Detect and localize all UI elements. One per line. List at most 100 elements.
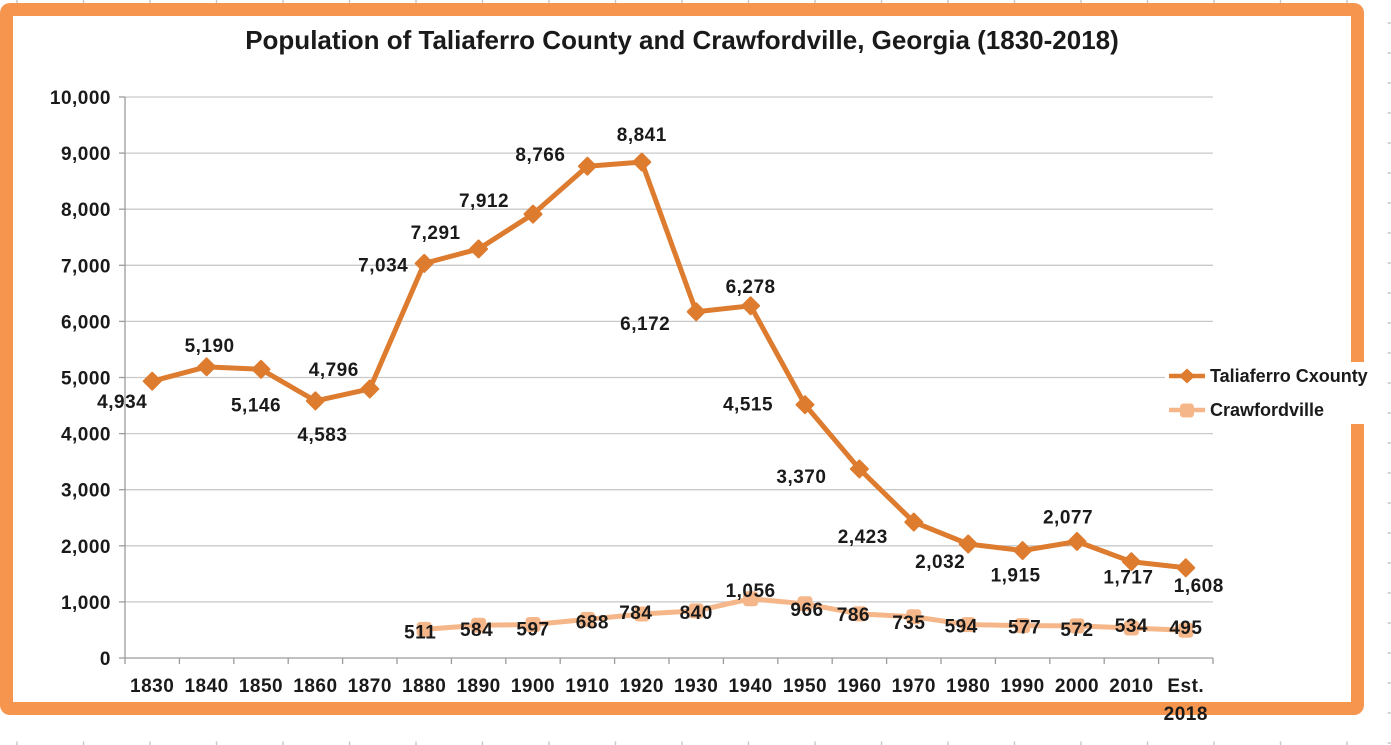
data-label: 8,841 — [617, 125, 667, 146]
data-point-marker[interactable] — [851, 606, 867, 622]
data-label: 7,912 — [459, 191, 509, 212]
data-point-marker[interactable] — [632, 152, 652, 172]
data-point-marker[interactable] — [1015, 618, 1031, 634]
data-point-marker[interactable] — [577, 156, 597, 176]
data-label: 584 — [460, 620, 493, 641]
data-label: 8,766 — [515, 145, 565, 166]
data-point-marker[interactable] — [197, 357, 217, 377]
data-point-marker[interactable] — [906, 609, 922, 625]
data-label: 2,032 — [915, 552, 965, 573]
data-label: 2,423 — [838, 527, 888, 548]
data-point-marker[interactable] — [634, 606, 650, 622]
data-point-marker[interactable] — [469, 239, 489, 259]
data-label: 688 — [576, 612, 609, 633]
data-label: 840 — [680, 603, 713, 624]
y-axis-label: 5,000 — [61, 369, 111, 390]
data-label: 784 — [619, 603, 652, 624]
y-axis-label: 9,000 — [61, 144, 111, 165]
data-point-marker[interactable] — [1067, 531, 1087, 551]
x-axis-label: 1950 — [783, 676, 827, 697]
series-line — [149, 159, 1189, 571]
data-point-marker[interactable] — [960, 617, 976, 633]
data-label: 6,172 — [620, 314, 670, 335]
x-axis-label: 1860 — [293, 676, 337, 697]
data-point-marker[interactable] — [523, 204, 543, 224]
data-label: 572 — [1060, 620, 1093, 641]
data-point-marker[interactable] — [525, 617, 541, 633]
legend-label-crawfordville: Crawfordville — [1210, 399, 1325, 420]
data-label: 735 — [892, 613, 925, 634]
data-point-marker[interactable] — [142, 371, 162, 391]
legend-item-crawfordville[interactable]: Crawfordville — [1167, 397, 1368, 423]
data-point-marker[interactable] — [849, 459, 869, 479]
x-axis-label: 1880 — [402, 676, 446, 697]
data-label: 594 — [945, 617, 978, 638]
x-axis-label: 1970 — [892, 676, 936, 697]
data-point-marker[interactable] — [471, 617, 487, 633]
data-point-marker[interactable] — [360, 379, 380, 399]
data-label: 5,190 — [185, 336, 235, 357]
data-label: 1,915 — [991, 566, 1041, 587]
y-axis-label: 3,000 — [61, 481, 111, 502]
data-point-marker[interactable] — [414, 253, 434, 273]
legend: Taliaferro Cxounty Crawfordville — [1165, 362, 1370, 424]
data-point-marker[interactable] — [251, 359, 271, 379]
x-axis-label: 1980 — [946, 676, 990, 697]
data-label: 786 — [837, 605, 870, 626]
y-axis-label: 7,000 — [61, 256, 111, 277]
chart-plot: 0 1,000 2,000 3,000 4,000 5,000 6,000 7,000 8,00… — [50, 88, 1224, 725]
legend-square-marker-icon — [1169, 403, 1205, 418]
x-axis-label: 1990 — [1000, 676, 1044, 697]
data-point-marker[interactable] — [1121, 552, 1141, 572]
x-axis-label: 1830 — [130, 676, 174, 697]
data-label: 495 — [1169, 618, 1202, 639]
data-point-marker[interactable] — [1178, 622, 1194, 638]
x-axis-label: 2000 — [1055, 676, 1099, 697]
y-axis-label: 2,000 — [61, 537, 111, 558]
data-point-marker[interactable] — [1013, 541, 1033, 561]
data-point-marker[interactable] — [797, 596, 813, 612]
data-point-marker[interactable] — [1069, 618, 1085, 634]
chart-frame[interactable]: 0 1,000 2,000 3,000 4,000 5,000 6,000 7,000 8,00… — [0, 3, 1370, 725]
data-label: 534 — [1115, 616, 1148, 637]
data-point-marker[interactable] — [795, 395, 815, 415]
data-label: 4,796 — [309, 360, 359, 381]
legend-item-taliaferro-county[interactable]: Taliaferro Cxounty — [1167, 363, 1368, 389]
data-point-marker[interactable] — [1123, 620, 1139, 636]
data-point-marker[interactable] — [688, 603, 704, 619]
data-point-marker[interactable] — [1176, 558, 1196, 578]
data-label: 577 — [1008, 618, 1041, 639]
data-point-marker[interactable] — [904, 512, 924, 532]
data-label: 1,717 — [1103, 568, 1153, 589]
data-label: 4,583 — [297, 425, 347, 446]
data-point-marker[interactable] — [416, 621, 432, 637]
data-point-marker[interactable] — [305, 391, 325, 411]
x-axis-label: 1840 — [184, 676, 228, 697]
chart-title: Population of Taliaferro County and Craw… — [245, 25, 1119, 55]
data-point-marker[interactable] — [741, 296, 761, 316]
legend-diamond-marker-icon — [1169, 368, 1205, 384]
x-axis-label: 1940 — [728, 676, 772, 697]
data-point-marker[interactable] — [579, 611, 595, 627]
data-point-marker[interactable] — [686, 302, 706, 322]
data-point-marker[interactable] — [958, 534, 978, 554]
x-axis-label: 1850 — [239, 676, 283, 697]
data-label: 597 — [516, 620, 549, 641]
data-label: 1,056 — [726, 581, 776, 602]
x-axis-label: 1900 — [511, 676, 555, 697]
x-axis-label: 1910 — [565, 676, 609, 697]
data-label: 3,370 — [776, 467, 826, 488]
x-axis-label: 1890 — [456, 676, 500, 697]
data-label: 1,608 — [1174, 576, 1224, 597]
y-axis-label: 8,000 — [61, 200, 111, 221]
y-axis-label: 10,000 — [50, 88, 111, 109]
data-label: 7,034 — [358, 255, 408, 276]
y-axis-label: 4,000 — [61, 425, 111, 446]
data-point-marker[interactable] — [743, 591, 759, 607]
data-label: 7,291 — [411, 223, 461, 244]
data-label: 6,278 — [726, 277, 776, 298]
y-axis-label: 6,000 — [61, 312, 111, 333]
data-label: 4,515 — [723, 395, 773, 416]
x-axis-label: 1870 — [348, 676, 392, 697]
